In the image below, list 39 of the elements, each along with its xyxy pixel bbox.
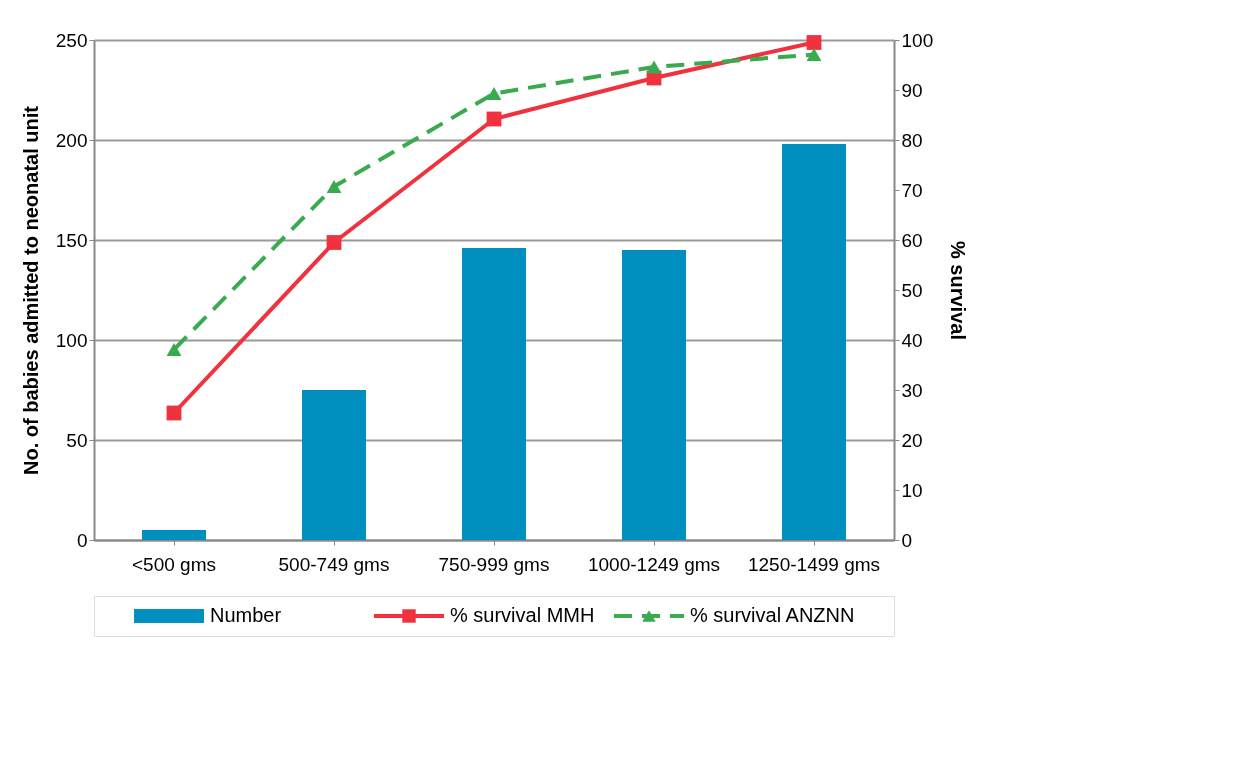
point bbox=[806, 48, 822, 61]
y2-tick-label: 10 bbox=[901, 479, 923, 501]
y2-axis-title: % survival bbox=[947, 241, 970, 340]
y-tick-label: 50 bbox=[66, 429, 88, 451]
bar bbox=[782, 144, 846, 540]
x-tick-label: <500 gms bbox=[132, 553, 216, 575]
point bbox=[166, 343, 182, 356]
y2-tick-label: 50 bbox=[901, 279, 923, 301]
bar bbox=[142, 530, 206, 540]
y2-tick-label: 60 bbox=[901, 229, 923, 251]
bar bbox=[622, 250, 686, 540]
y-tick-label: 100 bbox=[55, 329, 88, 351]
y-tick-label: 150 bbox=[55, 229, 88, 251]
x-tick-label: 1250-1499 gms bbox=[747, 553, 881, 575]
y2-tick-label: 70 bbox=[901, 179, 923, 201]
legend-label: % survival ANZNN bbox=[690, 604, 855, 626]
bar bbox=[302, 390, 366, 540]
y2-tick-label: 0 bbox=[901, 529, 913, 551]
y2-tick-label: 100 bbox=[901, 29, 934, 51]
legend-label: % survival MMH bbox=[450, 604, 595, 626]
y-tick-label: 250 bbox=[55, 29, 88, 51]
y-tick-label: 200 bbox=[55, 129, 88, 151]
point bbox=[326, 235, 342, 250]
y2-tick-label: 20 bbox=[901, 429, 923, 451]
x-tick-label: 750-999 gms bbox=[438, 553, 550, 575]
point bbox=[326, 180, 342, 193]
x-tick-label: 500-749 gms bbox=[278, 553, 390, 575]
y2-tick-label: 30 bbox=[901, 379, 923, 401]
point bbox=[806, 35, 822, 50]
y2-tick-label: 40 bbox=[901, 329, 923, 351]
y-tick-label: 0 bbox=[76, 529, 88, 551]
y-axis-title: No. of babies admitted to neonatal unit bbox=[19, 105, 42, 475]
bar bbox=[462, 248, 526, 540]
point bbox=[486, 87, 502, 100]
y2-tick-label: 90 bbox=[901, 79, 923, 101]
y2-tick-label: 80 bbox=[901, 129, 923, 151]
legend-label: Number bbox=[210, 604, 282, 626]
x-tick-label: 1000-1249 gms bbox=[587, 553, 721, 575]
point bbox=[646, 60, 662, 74]
